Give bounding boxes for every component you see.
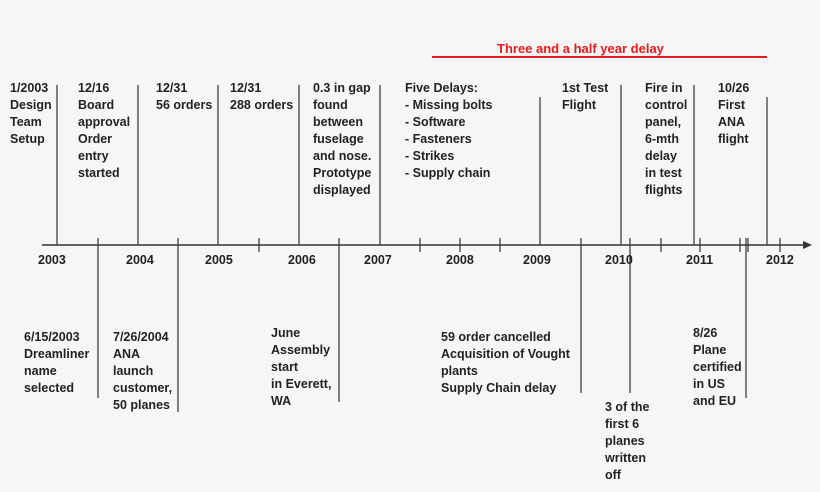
year-label: 2011	[686, 253, 714, 267]
year-label: 2012	[766, 253, 794, 267]
event-first-test-flight: 1st Test Flight	[562, 81, 609, 112]
event-design-team: 1/2003 Design Team Setup	[10, 81, 52, 146]
axis-ticks	[258, 238, 781, 252]
event-ana-launch: 7/26/2004 ANA launch customer, 50 planes	[113, 330, 173, 412]
event-dreamliner-name: 6/15/2003 Dreamliner name selected	[24, 330, 90, 395]
delay-banner-line	[432, 56, 767, 58]
event-fire-control-panel: Fire in control panel, 6-mth delay in te…	[645, 81, 688, 197]
upper-event-lines	[56, 85, 768, 245]
event-first-ana-flight: 10/26 First ANA flight	[718, 81, 750, 146]
event-board-approval: 12/16 Board approval Order entry started	[78, 81, 131, 180]
event-assembly-start: June Assembly start in Everett, WA	[271, 326, 332, 408]
year-label: 2003	[38, 253, 66, 267]
year-label: 2009	[523, 253, 551, 267]
event-288-orders: 12/31 288 orders	[230, 81, 294, 112]
event-plane-certified: 8/26 Plane certified in US and EU	[693, 326, 742, 408]
year-label: 2007	[364, 253, 392, 267]
event-planes-written-off: 3 of the first 6 planes written off	[605, 400, 650, 482]
delay-banner-title: Three and a half year delay	[497, 41, 664, 56]
year-label: 2008	[446, 253, 474, 267]
year-label: 2006	[288, 253, 316, 267]
year-label: 2004	[126, 253, 154, 267]
axis-arrowhead	[803, 241, 812, 249]
year-label: 2010	[605, 253, 633, 267]
event-order-cancelled: 59 order cancelled Acquisition of Vought…	[441, 330, 570, 395]
event-gap-fuselage: 0.3 in gap found between fuselage and no…	[313, 81, 372, 197]
event-five-delays: Five Delays: - Missing bolts - Software …	[405, 81, 493, 180]
lower-event-lines	[97, 238, 747, 412]
year-label: 2005	[205, 253, 233, 267]
event-56-orders: 12/31 56 orders	[156, 81, 213, 112]
